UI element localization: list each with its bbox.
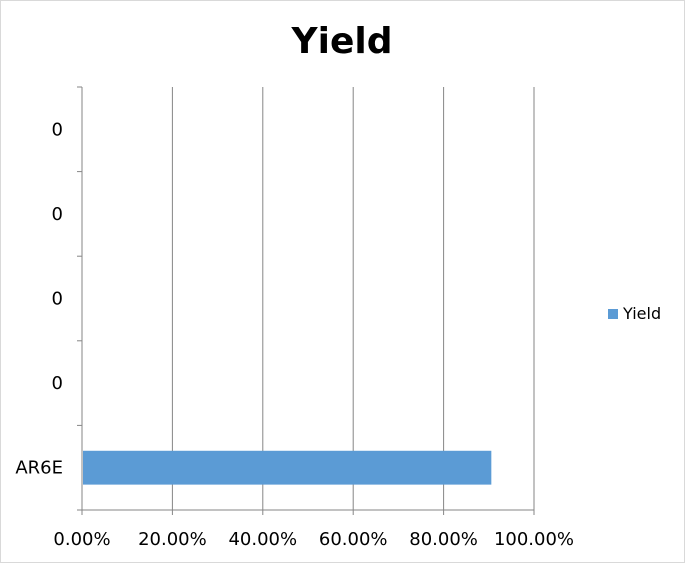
- legend: Yield: [608, 304, 661, 323]
- x-tick-label-0: 0.00%: [53, 529, 110, 550]
- legend-swatch-yield: [608, 309, 618, 319]
- chart-title: Yield: [291, 21, 393, 62]
- y-tick-label-3: 0: [52, 204, 63, 225]
- x-tick-label-4: 80.00%: [409, 529, 478, 550]
- bar-0: [83, 450, 492, 485]
- y-axis-tick-labels: AR6E 0 0 0 0: [15, 119, 63, 478]
- y-tick-label-2: 0: [52, 289, 63, 310]
- x-tick-label-2: 40.00%: [228, 529, 297, 550]
- x-tick-label-1: 20.00%: [138, 529, 207, 550]
- x-tick-label-3: 60.00%: [319, 529, 388, 550]
- bars: [83, 450, 492, 485]
- y-tick-label-1: 0: [52, 373, 63, 394]
- gridlines: [171, 87, 535, 510]
- y-tick-label-4: 0: [52, 119, 63, 140]
- y-tick-label-0: AR6E: [15, 458, 63, 479]
- axes: [77, 86, 535, 515]
- x-tick-label-5: 100.00%: [494, 529, 574, 550]
- x-axis-tick-labels: 0.00% 20.00% 40.00% 60.00% 80.00% 100.00%: [53, 529, 574, 550]
- legend-label-yield: Yield: [622, 304, 661, 323]
